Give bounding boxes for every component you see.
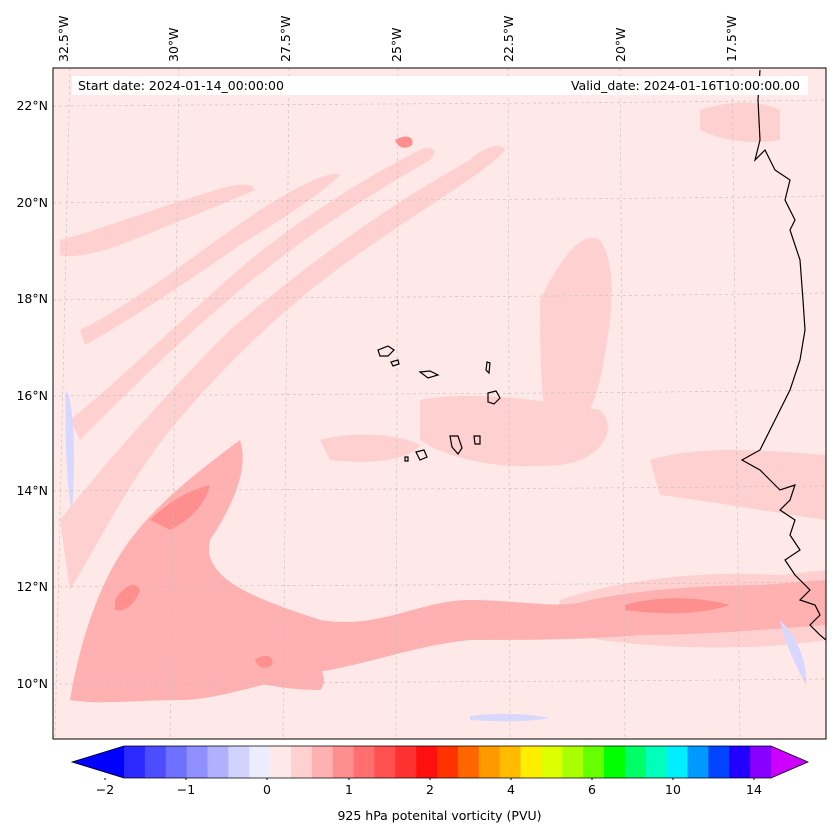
colorbar-cell <box>228 746 250 778</box>
colorbar-cell <box>687 746 709 778</box>
colorbar-cell <box>541 746 563 778</box>
pv-contour-medium <box>70 440 826 703</box>
colorbar-cell <box>457 746 480 778</box>
lat-label: 14°N <box>16 483 48 498</box>
colorbar-tick-label: 6 <box>588 782 596 797</box>
colorbar-cell <box>353 746 376 778</box>
map-frame <box>52 67 827 740</box>
colorbar-outline <box>70 745 810 779</box>
lon-label: 30°W <box>166 27 181 62</box>
lon-label: 27.5°W <box>278 15 293 62</box>
colorbar-tick-label: 14 <box>746 782 762 797</box>
lon-label: 32.5°W <box>56 15 71 62</box>
africa-coastline <box>740 69 826 641</box>
cape-verde-islands <box>377 345 501 462</box>
colorbar-cell <box>604 746 626 778</box>
lat-label: 22°N <box>16 98 48 113</box>
colorbar-cell <box>583 746 605 778</box>
lat-label: 18°N <box>16 291 48 306</box>
colorbar-tick-label: −2 <box>95 782 115 797</box>
colorbar-cell <box>395 746 417 778</box>
valid-date-text: Valid_date: 2024-01-16T10:00:00.00 <box>570 78 800 93</box>
colorbar-cell <box>750 746 772 778</box>
start-date-text: Start date: 2024-01-14_00:00:00 <box>78 78 284 93</box>
colorbar-cell <box>708 746 730 778</box>
lat-label: 16°N <box>16 388 48 403</box>
colorbar-tick-label: −1 <box>176 782 196 797</box>
pv-contour-negative <box>65 390 807 722</box>
lat-label: 12°N <box>16 579 48 594</box>
colorbar-cell <box>499 746 522 778</box>
map-gridlines <box>53 68 826 739</box>
colorbar-cell <box>186 746 209 778</box>
colorbar-cell <box>729 746 751 778</box>
lat-label: 20°N <box>16 195 48 210</box>
colorbar-cell <box>311 746 334 778</box>
colorbar-extend-min <box>72 746 124 778</box>
colorbar-ticks <box>104 778 755 780</box>
colorbar-cell <box>124 746 146 778</box>
colorbar-extend-max <box>771 746 808 778</box>
colorbar-cell <box>374 746 396 778</box>
pv-contour-strong <box>115 136 730 668</box>
date-info-bar: Start date: 2024-01-14_00:00:00 Valid_da… <box>72 76 808 95</box>
lon-label: 17.5°W <box>724 15 739 62</box>
colorbar-cell <box>332 746 355 778</box>
lon-label: 20°W <box>613 27 628 62</box>
colorbar-cell <box>437 746 459 778</box>
colorbar-cell <box>290 746 313 778</box>
colorbar-cell <box>270 746 292 778</box>
colorbar-cell <box>562 746 584 778</box>
colorbar-tick-label: 0 <box>263 782 271 797</box>
colorbar-title: 925 hPa potenital vorticity (PVU) <box>337 808 542 823</box>
colorbar-cell <box>624 746 647 778</box>
colorbar-cell <box>645 746 668 778</box>
colorbar-tick-label: 1 <box>345 782 353 797</box>
colorbar <box>70 745 810 780</box>
colorbar-cell <box>207 746 229 778</box>
colorbar-cell <box>416 746 438 778</box>
colorbar-cell <box>144 746 167 778</box>
colorbar-cell <box>478 746 501 778</box>
colorbar-tick-label: 10 <box>665 782 681 797</box>
lon-label: 22.5°W <box>501 15 516 62</box>
map-plot <box>52 67 827 740</box>
colorbar-cell <box>249 746 271 778</box>
colorbar-tick-label: 2 <box>426 782 434 797</box>
colorbar-cell <box>165 746 188 778</box>
colorbar-cell <box>666 746 689 778</box>
colorbar-tick-label: 4 <box>507 782 515 797</box>
colorbar-cell <box>520 746 543 778</box>
lat-label: 10°N <box>16 676 48 691</box>
lon-label: 25°W <box>389 27 404 62</box>
colorbar-cells <box>72 746 808 778</box>
